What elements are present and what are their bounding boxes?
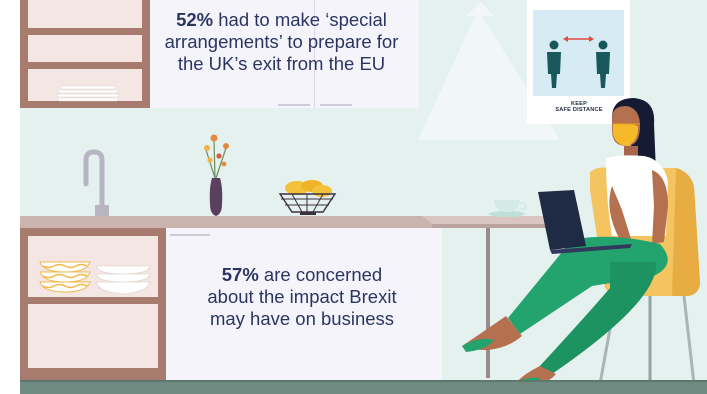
stat-brexit-concern: 57% are concerned about the impact Brexi… (166, 264, 438, 330)
poster-caption-line-1: KEEP (570, 101, 588, 107)
upper-shelf-1 (28, 0, 142, 28)
lower-shelf-2 (28, 304, 158, 368)
stat-line-2: arrangements’ to prepare for (164, 31, 399, 52)
stat-line-3: may have on business (209, 308, 395, 329)
poster-image (533, 10, 624, 96)
upper-cabinet-door-right (315, 0, 419, 108)
poster-caption-line-2: SAFE DISTANCE (555, 107, 603, 114)
person-icon-right (596, 40, 610, 88)
lower-cabinet-door (166, 228, 442, 380)
bowls-stack (39, 261, 91, 293)
countertop (20, 216, 442, 228)
fruit-basket-icon (278, 180, 337, 215)
bar-counter (422, 216, 575, 224)
plate-stack-lower (95, 265, 151, 295)
person-icon-left (547, 40, 561, 88)
distance-arrow-icon (563, 36, 594, 42)
floor (20, 380, 707, 394)
woman-with-laptop (462, 98, 668, 384)
lower-cabinet-handle (170, 234, 210, 236)
flower-vase-icon (204, 134, 229, 216)
poster-caption: KEEP SAFE DISTANCE (531, 101, 627, 113)
plate-stack-upper (56, 85, 120, 102)
stat-text: are concerned (258, 264, 383, 285)
bar-counter-edge (432, 224, 575, 228)
stat-line-2: about the impact Brexit (207, 286, 397, 307)
stat-special-arrangements: 52% had to make ‘special arrangements’ t… (150, 9, 413, 75)
stat-percent: 57% (221, 264, 259, 285)
laptop-icon (538, 190, 632, 254)
stat-percent: 52% (176, 9, 214, 30)
upper-cabinet-handle-left (278, 104, 310, 106)
pendant-lamp-right (466, 2, 494, 16)
stat-line-1: 57% are concerned (166, 264, 438, 286)
coffee-cup-icon (489, 200, 528, 217)
stat-text: had to make ‘special (213, 9, 387, 30)
faucet-icon (83, 149, 105, 217)
bar-counter-leg (486, 228, 490, 378)
stat-line-1: 52% had to make ‘special (150, 9, 413, 31)
upper-shelf-2 (28, 35, 142, 62)
light-beam-right (418, 10, 560, 140)
stat-line-3: the UK’s exit from the EU (177, 53, 386, 74)
upper-cabinet-handle-right (320, 104, 352, 106)
floor-line (20, 380, 707, 382)
upper-cabinet-door-left (150, 0, 314, 108)
faucet-base (95, 205, 109, 217)
